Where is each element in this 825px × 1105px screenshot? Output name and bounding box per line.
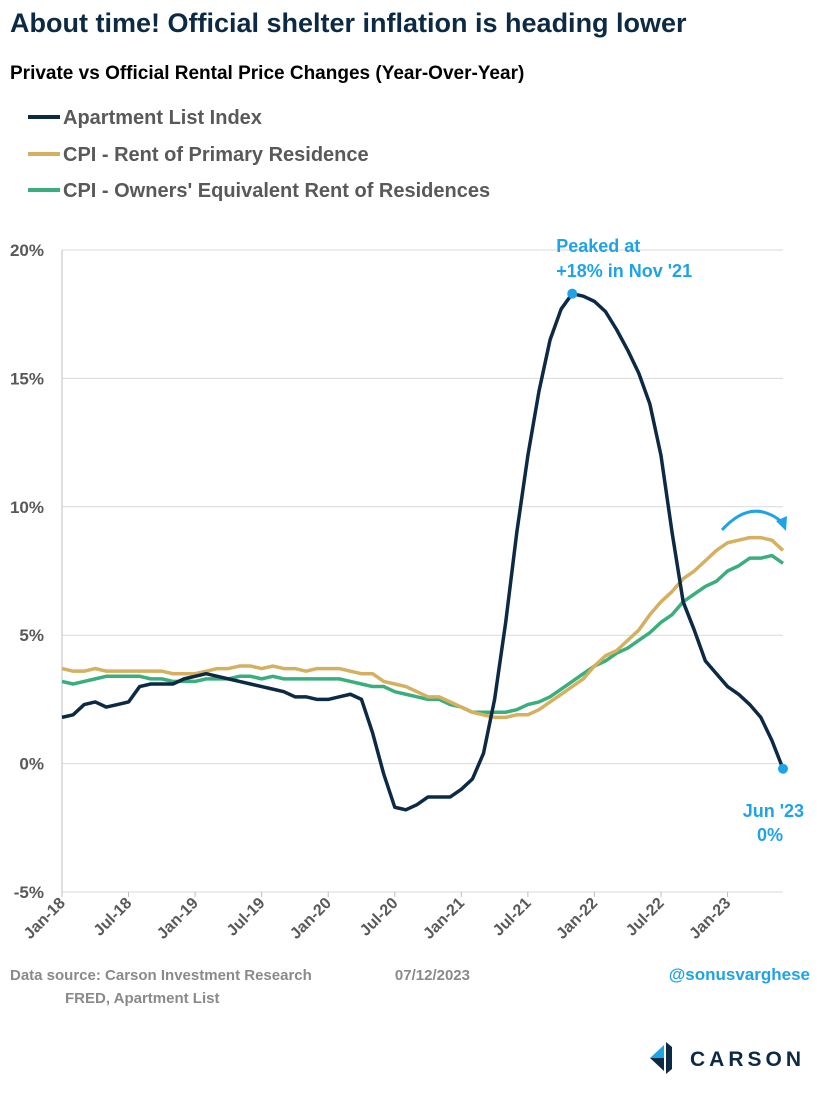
x-tick-label: Jul-19 bbox=[224, 895, 269, 940]
annotation-dot bbox=[567, 288, 578, 299]
annotation-dot bbox=[778, 763, 788, 774]
legend-label: CPI - Owners' Equivalent Rent of Residen… bbox=[63, 180, 490, 202]
x-tick-label: Jan-22 bbox=[553, 895, 601, 943]
source: Data source: Carson Investment Research bbox=[10, 967, 312, 984]
annotation: Peaked at bbox=[556, 236, 640, 256]
x-tick-label: Jul-21 bbox=[490, 895, 535, 940]
y-tick-label: 5% bbox=[19, 626, 44, 645]
series-line bbox=[61, 291, 785, 812]
logo-text: CARSON bbox=[690, 1048, 805, 1071]
arrow-head bbox=[776, 516, 787, 531]
x-tick-label: Jul-22 bbox=[623, 895, 668, 940]
source: FRED, Apartment List bbox=[65, 990, 219, 1007]
x-tick-label: Jan-20 bbox=[287, 895, 335, 943]
y-tick-label: -5% bbox=[14, 883, 44, 902]
y-tick-label: 10% bbox=[10, 498, 44, 517]
x-tick-label: Jan-23 bbox=[686, 895, 734, 943]
logo-icon bbox=[650, 1042, 672, 1074]
x-tick-label: Jul-18 bbox=[91, 895, 136, 940]
x-tick-label: Jul-20 bbox=[357, 895, 402, 940]
y-tick-label: 0% bbox=[19, 755, 44, 774]
x-tick-label: Jan-21 bbox=[420, 895, 468, 943]
annotation: 0% bbox=[757, 825, 783, 845]
legend-label: Apartment List Index bbox=[63, 107, 262, 129]
curved-arrow bbox=[720, 509, 783, 532]
annotation: Jun '23 bbox=[743, 801, 804, 821]
legend-label: CPI - Rent of Primary Residence bbox=[63, 144, 369, 166]
handle: @sonusvarghese bbox=[669, 965, 810, 984]
series-line bbox=[61, 553, 784, 714]
annotation: +18% in Nov '21 bbox=[556, 261, 692, 281]
y-tick-label: 15% bbox=[10, 369, 44, 388]
series-line bbox=[61, 535, 785, 720]
x-tick-label: Jan-19 bbox=[154, 895, 202, 943]
date: 07/12/2023 bbox=[395, 967, 470, 984]
chart-title: About time! Official shelter inflation i… bbox=[10, 8, 687, 38]
chart-subtitle: Private vs Official Rental Price Changes… bbox=[10, 63, 524, 84]
y-tick-label: 20% bbox=[10, 241, 44, 260]
